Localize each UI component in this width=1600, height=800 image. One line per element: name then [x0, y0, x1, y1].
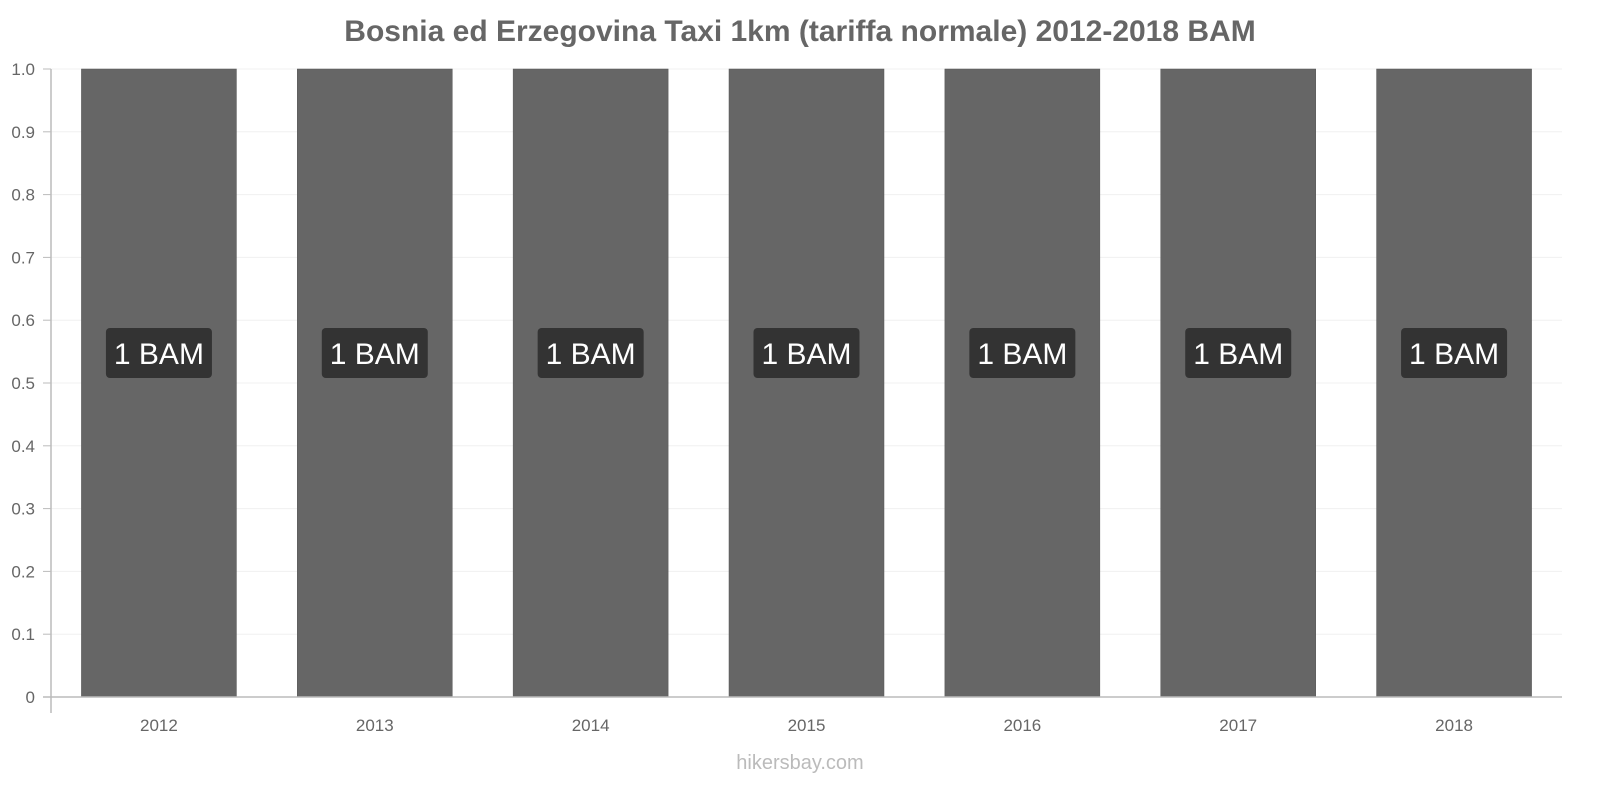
bar-2017	[1160, 68, 1316, 698]
data-label-box	[1185, 328, 1292, 378]
x-tick-label: 2013	[356, 716, 394, 735]
y-tick-label: 0.9	[11, 123, 35, 142]
x-tick-label: 2017	[1219, 716, 1257, 735]
y-tick-label: 0.5	[11, 374, 35, 393]
y-tick-label: 1.0	[11, 60, 35, 79]
data-label-box	[537, 328, 644, 378]
bar-2018	[1376, 68, 1532, 698]
data-label-box	[321, 328, 428, 378]
data-label: 1 BAM	[977, 338, 1067, 371]
y-tick-label: 0.7	[11, 248, 35, 267]
bar-2016	[944, 68, 1101, 698]
y-tick-label: 0	[26, 688, 35, 707]
y-tick-label: 0.4	[11, 437, 35, 456]
bar-2012	[81, 68, 237, 698]
data-label-box	[753, 328, 860, 378]
data-label: 1 BAM	[114, 338, 204, 371]
data-label-box	[105, 328, 212, 378]
data-label: 1 BAM	[330, 338, 420, 371]
data-label: 1 BAM	[1193, 338, 1283, 371]
bar-2015	[728, 68, 885, 698]
data-label: 1 BAM	[1409, 338, 1499, 371]
data-label-box	[1401, 328, 1508, 378]
x-tick-label: 2018	[1435, 716, 1473, 735]
bar-2014	[512, 68, 669, 698]
y-tick-label: 0.1	[11, 625, 35, 644]
y-tick-label: 0.2	[11, 562, 35, 581]
x-tick-label: 2012	[140, 716, 178, 735]
bar-2013	[297, 68, 453, 698]
x-tick-label: 2016	[1003, 716, 1041, 735]
data-label: 1 BAM	[546, 338, 636, 371]
x-tick-label: 2015	[788, 716, 826, 735]
data-label: 1 BAM	[761, 338, 851, 371]
data-label-box	[969, 328, 1076, 378]
y-tick-label: 0.6	[11, 311, 35, 330]
y-tick-label: 0.8	[11, 186, 35, 205]
chart-title: Bosnia ed Erzegovina Taxi 1km (tariffa n…	[344, 15, 1256, 48]
source-watermark: hikersbay.com	[736, 752, 864, 774]
x-tick-label: 2014	[572, 716, 610, 735]
y-tick-label: 0.3	[11, 500, 35, 519]
